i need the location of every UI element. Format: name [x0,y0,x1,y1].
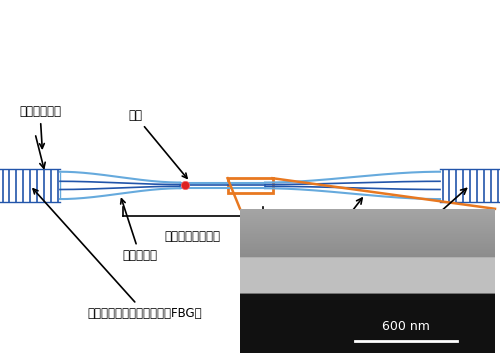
Text: テーパー部: テーパー部 [120,199,158,262]
Text: ファイバーブラッグ格子（FBG）: ファイバーブラッグ格子（FBG） [33,189,202,320]
Text: 光ファイバー: 光ファイバー [19,105,61,148]
Text: 600 nm: 600 nm [382,320,430,333]
Text: 原子: 原子 [128,109,187,178]
Bar [228,178,272,193]
Text: ナノ光ファイバー: ナノ光ファイバー [164,230,220,243]
